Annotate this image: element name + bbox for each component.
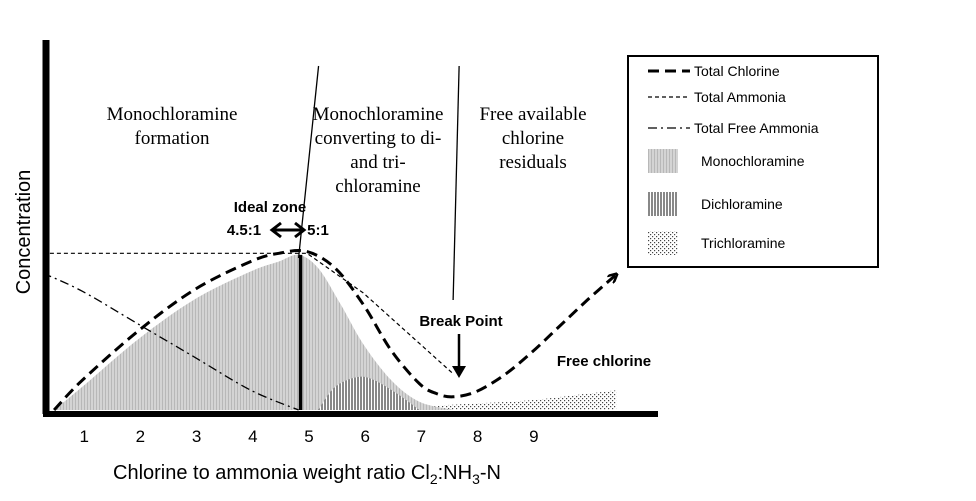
x-tick-label: 4 (248, 427, 257, 446)
x-axis-label: Chlorine to ammonia weight ratio Cl2:NH3… (113, 462, 501, 487)
zone-divider-layer (297, 65, 460, 410)
x-tick-label: 6 (360, 427, 369, 446)
series-line-total-ammonia (42, 252, 454, 375)
x-tick-label: 8 (473, 427, 482, 446)
legend-swatch (648, 231, 678, 255)
y-axis-label: Concentration (13, 170, 35, 295)
legend-label: Total Ammonia (694, 89, 786, 105)
x-tick-label: 1 (79, 427, 88, 446)
legend-label: Monochloramine (701, 153, 805, 169)
break-point-label: Break Point (419, 313, 502, 330)
zone-divider-1 (297, 65, 320, 259)
zone-label-line: Free available (479, 104, 586, 125)
zone-divider-2 (452, 65, 460, 301)
zone-labels: Monochloramine formation Monochloramine con… (107, 104, 587, 197)
area-layer (54, 254, 617, 410)
ratio-left-label: 4.5:1 (227, 222, 261, 239)
zone-label-line: chlorine (502, 128, 564, 149)
legend-label: Trichloramine (701, 235, 785, 251)
x-tick-label: 2 (136, 427, 145, 446)
legend-swatch (648, 192, 678, 216)
x-tick-label: 3 (192, 427, 201, 446)
ideal-zone-annotation: Ideal zone 4.5:1 5:1 (227, 199, 329, 239)
legend: Total Chlorine Total Ammonia Total Free Am… (627, 55, 879, 268)
legend-label: Total Chlorine (694, 63, 780, 79)
legend-label: Total Free Ammonia (694, 120, 819, 136)
legend-label: Dichloramine (701, 196, 783, 212)
area-trichloramine (363, 390, 617, 410)
zone-label-line: and tri- (350, 152, 405, 173)
break-point-arrow (452, 334, 466, 378)
ideal-zone-label: Ideal zone (234, 199, 307, 216)
series-line-layer (42, 249, 616, 412)
zone-label-line: chloramine (335, 176, 420, 197)
x-tick-label: 7 (417, 427, 426, 446)
free-chlorine-label: Free chlorine (557, 353, 651, 370)
ideal-zone-double-arrow (269, 221, 307, 239)
zone-label-line: converting to di- (315, 128, 442, 149)
zone-label-line: residuals (499, 152, 567, 173)
zone-label-line: Monochloramine (313, 104, 444, 125)
x-tick-labels: 1 2 3 4 5 6 7 8 9 (79, 427, 538, 446)
zone-label-line: formation (135, 128, 210, 149)
area-dichloramine (318, 376, 420, 410)
series-line-total-chlorine (53, 249, 616, 412)
legend-swatch (648, 149, 678, 173)
x-tick-label: 5 (304, 427, 313, 446)
ratio-right-label: 5:1 (307, 222, 329, 239)
series-line-total-free-ammonia (42, 272, 299, 411)
zone-label-line: Monochloramine (107, 104, 238, 125)
x-tick-label: 9 (529, 427, 538, 446)
area-monochloramine (54, 254, 454, 410)
